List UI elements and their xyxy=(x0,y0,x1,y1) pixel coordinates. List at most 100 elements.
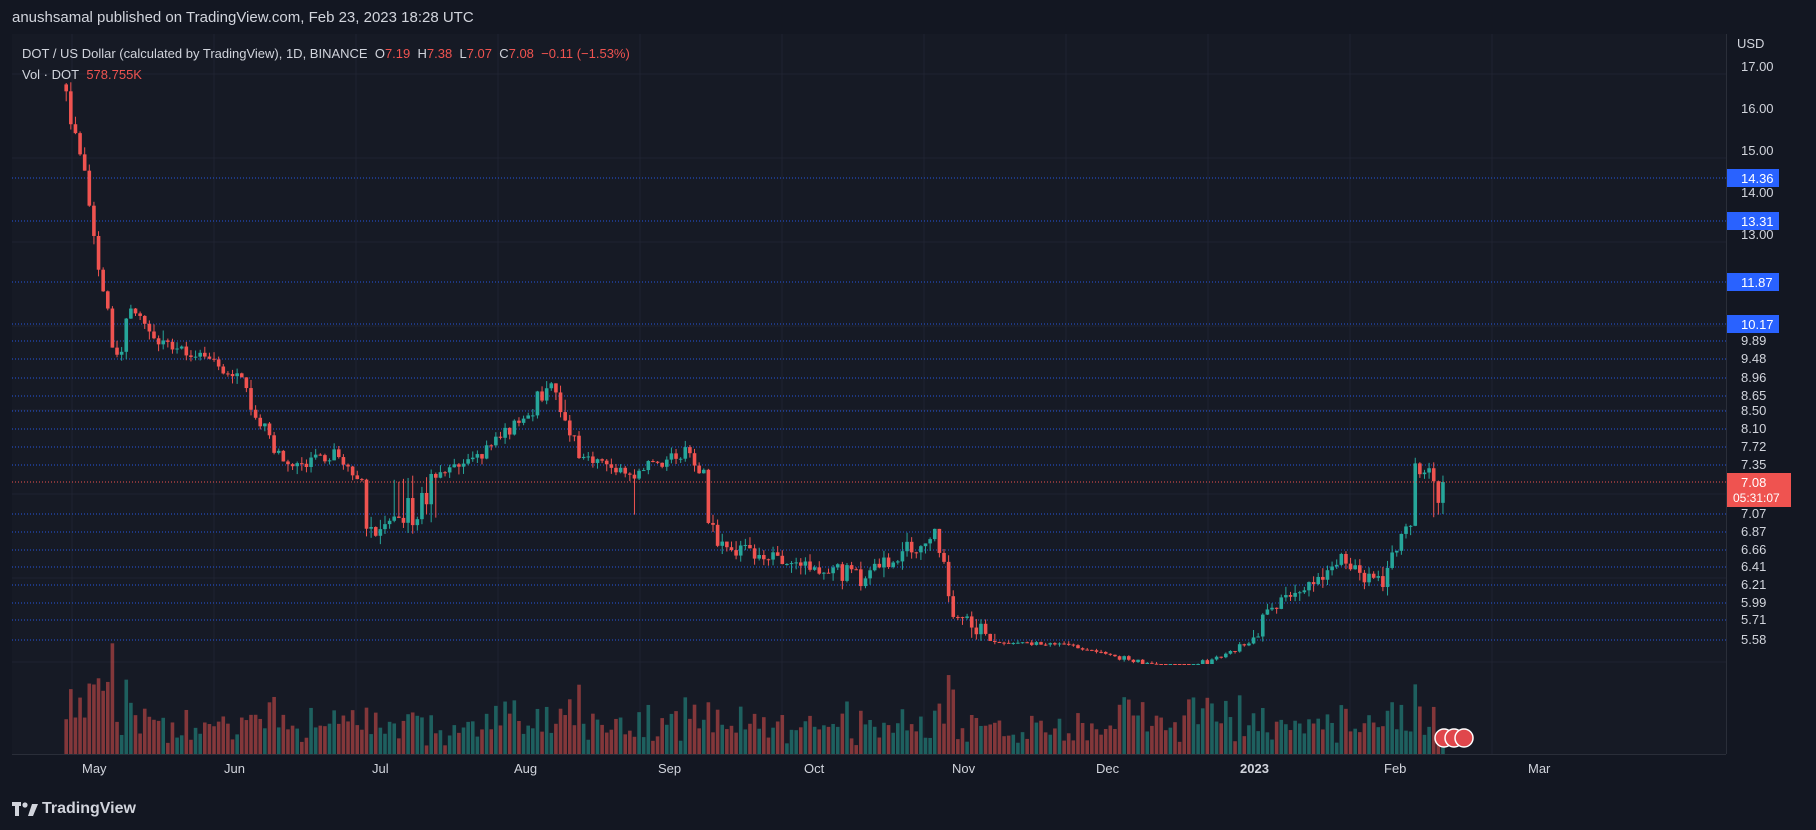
volume-bar xyxy=(655,736,660,754)
candle-body xyxy=(1302,590,1307,593)
candle-body xyxy=(92,205,96,236)
volume-bar xyxy=(1205,697,1210,754)
volume-bar xyxy=(429,715,433,754)
candle-body xyxy=(651,461,655,463)
price-chart[interactable] xyxy=(12,34,1726,754)
candle-body xyxy=(595,459,600,463)
candle-body xyxy=(1127,656,1131,660)
candle-body xyxy=(886,557,891,568)
volume-bar xyxy=(581,723,586,754)
candle-body xyxy=(983,623,988,634)
volume-bar xyxy=(1297,723,1302,754)
candle-body xyxy=(434,473,438,478)
volume-bar xyxy=(1108,725,1113,754)
volume-bar xyxy=(711,732,715,754)
volume-bar xyxy=(406,714,410,754)
volume-bar xyxy=(1219,723,1223,754)
candle-body xyxy=(64,84,68,92)
volume-bar xyxy=(997,720,1002,754)
volume-bar xyxy=(683,697,688,754)
volume-bar xyxy=(161,717,166,754)
candle-body xyxy=(263,423,267,427)
volume-bar xyxy=(198,733,202,754)
volume-bar xyxy=(988,724,992,754)
volume-bar xyxy=(230,739,235,754)
volume-bar xyxy=(960,728,965,754)
volume-bar xyxy=(554,723,558,754)
volume-bar xyxy=(258,718,263,754)
volume-bar xyxy=(1339,705,1344,754)
candle-body xyxy=(1173,664,1177,665)
time-scale-svg[interactable]: May Jun Jul Aug Sep Oct Nov Dec 2023 Feb Mar xyxy=(12,755,1726,785)
volume-bar xyxy=(323,726,327,754)
volume-bar xyxy=(1367,715,1371,754)
level-badge-label: 11.87 xyxy=(1741,275,1773,290)
time-scale[interactable]: May Jun Jul Aug Sep Oct Nov Dec 2023 Feb Mar xyxy=(12,754,1726,785)
volume-bar xyxy=(1029,715,1034,754)
candle-body xyxy=(979,623,983,635)
candles xyxy=(64,82,1445,665)
volume-bar xyxy=(919,716,923,754)
candle-body xyxy=(1293,592,1297,597)
candle-body xyxy=(549,383,554,389)
volume-bar xyxy=(549,732,554,754)
candle-body xyxy=(993,640,997,642)
candle-body xyxy=(558,392,563,413)
candle-body xyxy=(101,269,105,292)
legend-symbol[interactable]: DOT / US Dollar (calculated by TradingVi… xyxy=(22,46,368,61)
volume-bar xyxy=(1274,721,1279,754)
legend-change: −0.11 (−1.53%) xyxy=(541,46,630,61)
volume-bar xyxy=(147,716,152,754)
candle-body xyxy=(1334,564,1339,567)
volume-bar xyxy=(387,721,392,754)
candle-body xyxy=(1057,643,1062,645)
volume-bar xyxy=(771,727,775,754)
candle-body xyxy=(692,453,697,466)
level-badge xyxy=(1727,169,1779,187)
candle-body xyxy=(697,465,701,474)
chart-pane[interactable] xyxy=(12,34,1726,754)
price-tick-label: 8.65 xyxy=(1741,388,1766,403)
volume-bar xyxy=(239,717,244,754)
volume-bar xyxy=(281,714,286,754)
price-scale[interactable]: USD 17.00 16.00 15.00 14.00 13.00 5.58 5.71 5.99… xyxy=(1726,34,1816,754)
price-scale-svg[interactable]: USD 17.00 16.00 15.00 14.00 13.00 5.58 5.71 5.99… xyxy=(1727,34,1816,754)
candle-body xyxy=(341,457,346,465)
candle-body xyxy=(688,447,692,454)
volume-bar xyxy=(660,718,664,754)
volume-bar xyxy=(119,735,124,754)
tradingview-logo[interactable]: TradingView xyxy=(12,800,136,818)
time-tick-label: Sep xyxy=(658,761,681,776)
candle-body xyxy=(420,492,424,520)
candle-body xyxy=(678,458,683,460)
candle-body xyxy=(660,462,664,467)
volume-bar xyxy=(969,714,974,754)
candle-body xyxy=(1408,525,1413,527)
volume-bar xyxy=(1233,741,1237,754)
candle-body xyxy=(563,412,567,421)
candle-body xyxy=(1376,576,1381,578)
volume-bar xyxy=(946,675,951,754)
candle-body xyxy=(1390,552,1394,568)
volume-bar xyxy=(115,721,119,754)
candle-body xyxy=(1427,468,1431,473)
volume-bar xyxy=(715,709,720,754)
volume-bar xyxy=(166,742,170,754)
time-tick-label: Jun xyxy=(224,761,245,776)
volume-bar xyxy=(350,710,355,754)
candle-body xyxy=(1034,642,1039,645)
candle-body xyxy=(1404,526,1408,534)
candle-body xyxy=(429,473,433,505)
price-tick-label: 5.58 xyxy=(1741,632,1766,647)
candle-body xyxy=(859,569,863,587)
volume-bar xyxy=(475,736,480,754)
volume-bar xyxy=(886,725,891,754)
candle-body xyxy=(896,561,900,563)
legend-volume-label[interactable]: Vol · DOT xyxy=(22,67,80,82)
volume-bar xyxy=(1358,732,1362,754)
volume-bar xyxy=(1173,722,1177,754)
candle-body xyxy=(1043,644,1048,646)
candle-body xyxy=(632,474,637,479)
volume-bar xyxy=(1016,742,1020,754)
chart-legend: DOT / US Dollar (calculated by TradingVi… xyxy=(22,43,630,85)
